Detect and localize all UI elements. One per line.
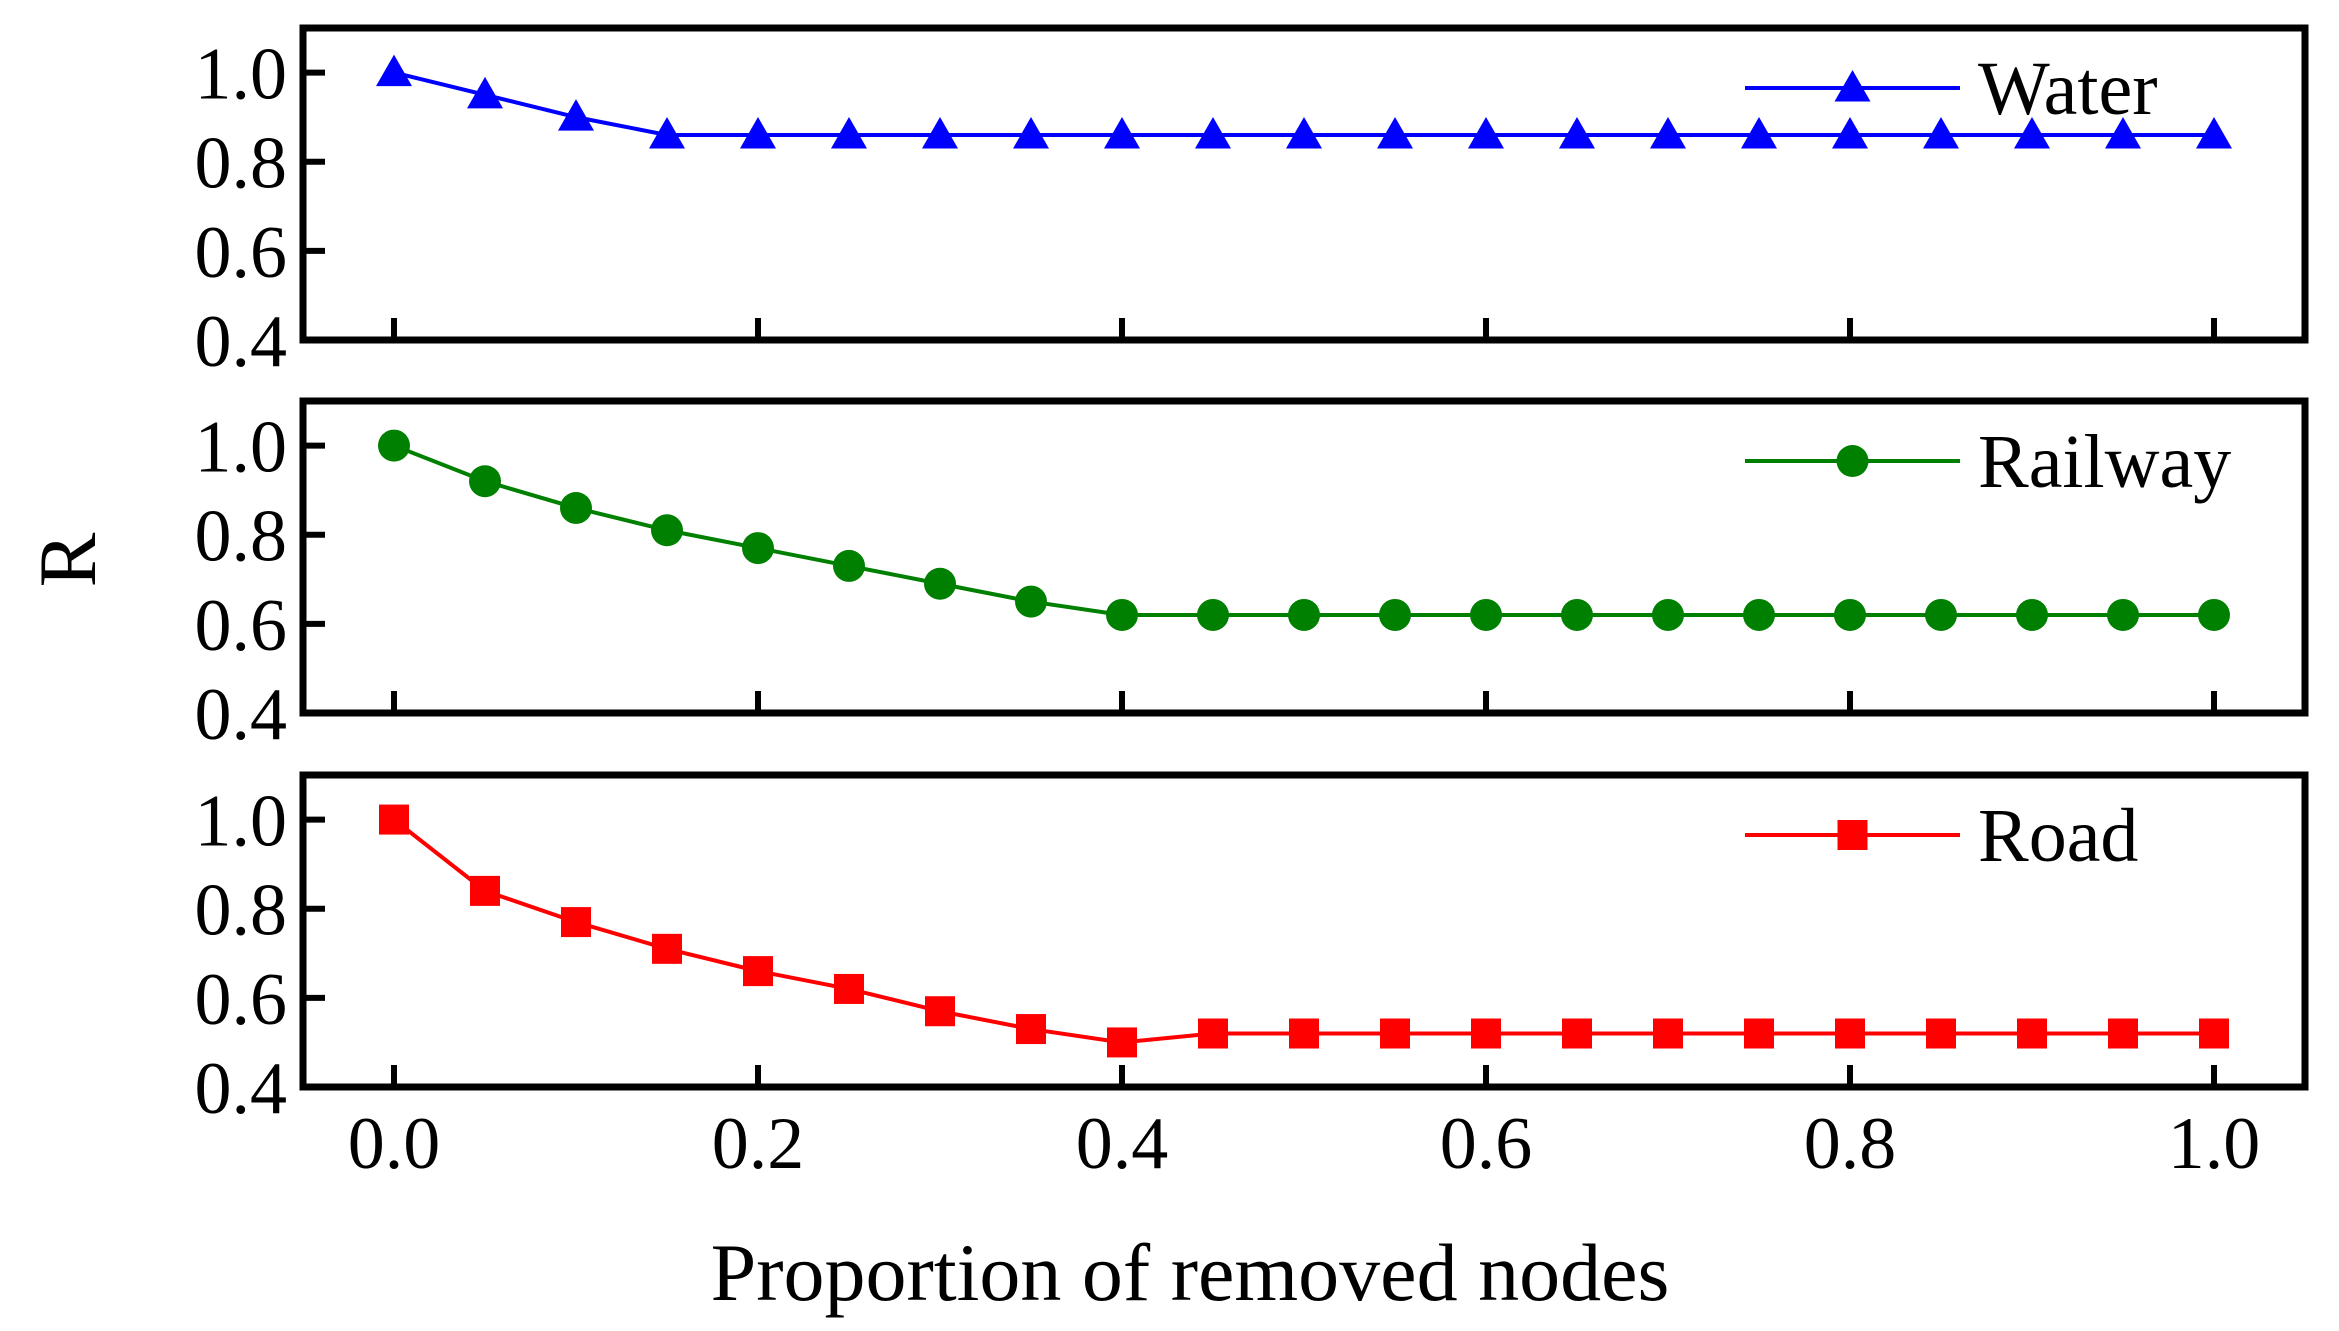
data-point xyxy=(742,532,774,565)
data-point xyxy=(1652,598,1684,631)
panel-3: 0.40.60.81.0 Road xyxy=(195,771,2309,1130)
data-point xyxy=(1559,116,1595,149)
data-point xyxy=(833,549,865,582)
data-point xyxy=(1288,598,1320,631)
legend-marker xyxy=(1837,820,1868,850)
data-point xyxy=(1380,1018,1410,1049)
y-tick-label: 0.8 xyxy=(195,870,288,952)
data-point xyxy=(925,996,955,1027)
data-point xyxy=(378,429,410,462)
data-point xyxy=(1923,116,1959,149)
data-point xyxy=(831,116,867,149)
x-tick-label: 0.2 xyxy=(712,1103,805,1185)
y-tick-label: 0.4 xyxy=(195,674,288,756)
data-point xyxy=(2105,116,2141,149)
legend-label: Road xyxy=(1978,794,2138,878)
data-point xyxy=(376,54,412,87)
y-axis-label: R xyxy=(22,532,113,587)
data-point xyxy=(2016,598,2048,631)
x-tick-labels: 0.0 0.2 0.4 0.6 0.8 1.0 xyxy=(348,1103,2261,1185)
data-point xyxy=(2107,598,2139,631)
y-tick-label: 0.8 xyxy=(195,496,288,578)
y-tick-label: 0.6 xyxy=(195,959,288,1041)
x-tick-label: 0.8 xyxy=(1804,1103,1897,1185)
data-point xyxy=(1562,1018,1592,1049)
data-point xyxy=(2199,1018,2229,1049)
data-point xyxy=(1198,1018,1228,1049)
data-point xyxy=(379,804,409,835)
data-point xyxy=(1470,598,1502,631)
data-point xyxy=(1925,598,1957,631)
data-point xyxy=(558,99,594,131)
series-line-road xyxy=(392,817,2214,1045)
data-point xyxy=(2014,116,2050,149)
data-point xyxy=(2196,116,2232,149)
data-point xyxy=(649,116,685,149)
data-point xyxy=(560,491,592,524)
data-point xyxy=(1561,598,1593,631)
data-point xyxy=(651,514,683,547)
data-point xyxy=(1377,116,1413,149)
data-point xyxy=(1013,116,1049,149)
data-point xyxy=(1744,1018,1774,1049)
data-point xyxy=(1832,116,1868,149)
y-tick-label: 0.4 xyxy=(195,301,288,383)
data-point xyxy=(1650,116,1686,149)
data-point xyxy=(1926,1018,1956,1049)
x-tick-label: 0.6 xyxy=(1440,1103,1533,1185)
y-tick-label: 0.8 xyxy=(195,123,288,205)
data-point xyxy=(469,465,501,498)
data-point xyxy=(1835,1018,1865,1049)
data-point xyxy=(1015,585,1047,618)
data-point xyxy=(1107,1027,1137,1058)
data-point xyxy=(1743,598,1775,631)
y-tick-label: 0.6 xyxy=(195,585,288,667)
legend-label: Water xyxy=(1978,47,2158,131)
legend-marker xyxy=(1834,70,1871,102)
data-point xyxy=(1197,598,1229,631)
data-point xyxy=(1016,1014,1046,1045)
data-point xyxy=(834,973,864,1004)
x-tick-label: 0.4 xyxy=(1076,1103,1169,1185)
x-tick-label: 0.0 xyxy=(348,1103,441,1185)
y-tick-label: 1.0 xyxy=(195,407,288,489)
data-point xyxy=(1104,116,1140,149)
data-point xyxy=(2198,598,2230,631)
data-point xyxy=(743,956,773,987)
data-point xyxy=(922,116,958,149)
data-point xyxy=(470,875,500,906)
data-point xyxy=(652,933,682,964)
y-tick-label: 0.4 xyxy=(195,1048,288,1130)
y-tick-label: 1.0 xyxy=(195,781,288,863)
data-point xyxy=(1195,116,1231,149)
data-point xyxy=(1379,598,1411,631)
data-point xyxy=(2017,1018,2047,1049)
data-point xyxy=(1289,1018,1319,1049)
data-point xyxy=(1286,116,1322,149)
data-point xyxy=(561,907,591,938)
plot-frame xyxy=(299,24,2309,344)
data-point xyxy=(1834,598,1866,631)
data-point xyxy=(740,116,776,149)
panel-2: 0.40.60.81.0 Railway xyxy=(195,397,2309,756)
data-point xyxy=(467,76,503,109)
x-tick-label: 1.0 xyxy=(2168,1103,2261,1185)
data-point xyxy=(924,567,956,600)
legend-marker xyxy=(1836,445,1869,477)
x-axis-label: Proportion of removed nodes xyxy=(711,1227,1670,1318)
data-point xyxy=(1468,116,1504,149)
panel-1: 0.40.60.81.0 Water xyxy=(195,24,2309,383)
y-tick-label: 0.6 xyxy=(195,212,288,294)
legend-label: Railway xyxy=(1978,420,2231,504)
data-point xyxy=(1741,116,1777,149)
plot-frame xyxy=(299,397,2309,717)
data-point xyxy=(1653,1018,1683,1049)
plot-frame xyxy=(299,771,2309,1091)
data-point xyxy=(1471,1018,1501,1049)
data-point xyxy=(1106,598,1138,631)
y-tick-label: 1.0 xyxy=(195,34,288,116)
data-point xyxy=(2108,1018,2138,1049)
